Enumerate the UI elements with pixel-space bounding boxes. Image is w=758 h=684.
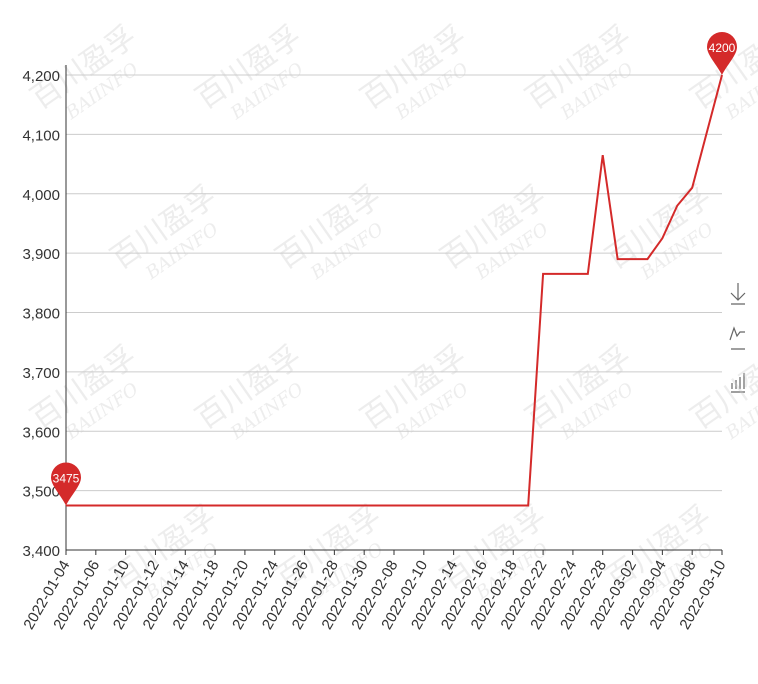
- data-line: [66, 74, 723, 507]
- y-tick-label: 3,500: [22, 484, 60, 501]
- y-tick-label: 3,800: [22, 306, 60, 323]
- y-tick-label: 4,000: [22, 187, 60, 204]
- value-label: 3475: [53, 471, 80, 485]
- y-tick-label: 3,700: [22, 365, 60, 382]
- value-label: 4200: [709, 41, 736, 55]
- y-tick-label: 3,900: [22, 246, 60, 263]
- save-icon[interactable]: [730, 283, 746, 305]
- bar-icon[interactable]: [731, 373, 745, 393]
- y-tick-label: 3,400: [22, 543, 60, 560]
- y-tick-label: 4,100: [22, 127, 60, 144]
- pin: [707, 32, 737, 75]
- pin: [51, 462, 81, 506]
- y-tick-label: 4,200: [22, 68, 60, 85]
- y-tick-label: 3,600: [22, 424, 60, 441]
- line-icon[interactable]: [729, 326, 745, 350]
- toolbox: [729, 283, 746, 393]
